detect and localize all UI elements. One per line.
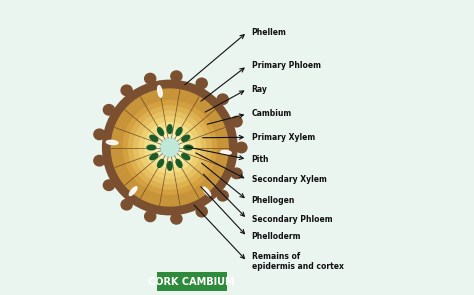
Ellipse shape	[203, 187, 210, 196]
Ellipse shape	[158, 86, 162, 97]
Ellipse shape	[128, 106, 211, 189]
Ellipse shape	[182, 135, 190, 141]
Text: Secondary Phloem: Secondary Phloem	[252, 214, 332, 224]
Ellipse shape	[184, 145, 192, 150]
Ellipse shape	[150, 128, 190, 167]
Text: Primary Phloem: Primary Phloem	[252, 61, 320, 70]
Ellipse shape	[147, 145, 156, 150]
Ellipse shape	[106, 140, 118, 145]
Ellipse shape	[139, 117, 201, 178]
Ellipse shape	[231, 168, 242, 179]
Text: Primary Xylem: Primary Xylem	[252, 133, 315, 142]
Ellipse shape	[121, 199, 132, 210]
Ellipse shape	[196, 206, 207, 217]
Text: Cambium: Cambium	[252, 109, 292, 118]
Ellipse shape	[118, 96, 222, 199]
Ellipse shape	[103, 180, 114, 191]
Ellipse shape	[171, 214, 182, 224]
Ellipse shape	[103, 104, 114, 115]
Ellipse shape	[236, 142, 247, 153]
Text: Remains of
epidermis and cortex: Remains of epidermis and cortex	[252, 252, 344, 271]
Ellipse shape	[167, 162, 172, 170]
Text: Secondary Xylem: Secondary Xylem	[252, 175, 327, 184]
Ellipse shape	[134, 111, 206, 184]
FancyBboxPatch shape	[156, 272, 227, 291]
Ellipse shape	[196, 78, 207, 89]
Ellipse shape	[176, 127, 182, 135]
Ellipse shape	[150, 135, 158, 141]
Ellipse shape	[123, 101, 217, 194]
Ellipse shape	[102, 80, 237, 215]
Ellipse shape	[129, 187, 137, 196]
Ellipse shape	[176, 160, 182, 168]
Text: Phellem: Phellem	[252, 27, 286, 37]
Ellipse shape	[111, 89, 228, 206]
Ellipse shape	[157, 127, 164, 135]
Ellipse shape	[145, 122, 195, 173]
Ellipse shape	[217, 191, 228, 201]
Ellipse shape	[182, 154, 190, 160]
Ellipse shape	[145, 211, 156, 222]
Ellipse shape	[94, 129, 105, 140]
Text: Pith: Pith	[252, 155, 269, 164]
Text: Ray: Ray	[252, 85, 267, 94]
Text: Phellogen: Phellogen	[252, 196, 295, 205]
Ellipse shape	[217, 94, 228, 104]
Ellipse shape	[150, 154, 158, 160]
Ellipse shape	[171, 71, 182, 81]
Ellipse shape	[94, 155, 105, 166]
Text: Phelloderm: Phelloderm	[252, 232, 301, 241]
Text: CORK CAMBIUM: CORK CAMBIUM	[148, 277, 235, 287]
Ellipse shape	[157, 160, 164, 168]
Ellipse shape	[156, 133, 184, 162]
Ellipse shape	[145, 73, 156, 84]
Ellipse shape	[231, 116, 242, 127]
Ellipse shape	[221, 150, 231, 154]
Ellipse shape	[121, 85, 132, 96]
Ellipse shape	[160, 138, 180, 157]
Ellipse shape	[167, 125, 172, 133]
